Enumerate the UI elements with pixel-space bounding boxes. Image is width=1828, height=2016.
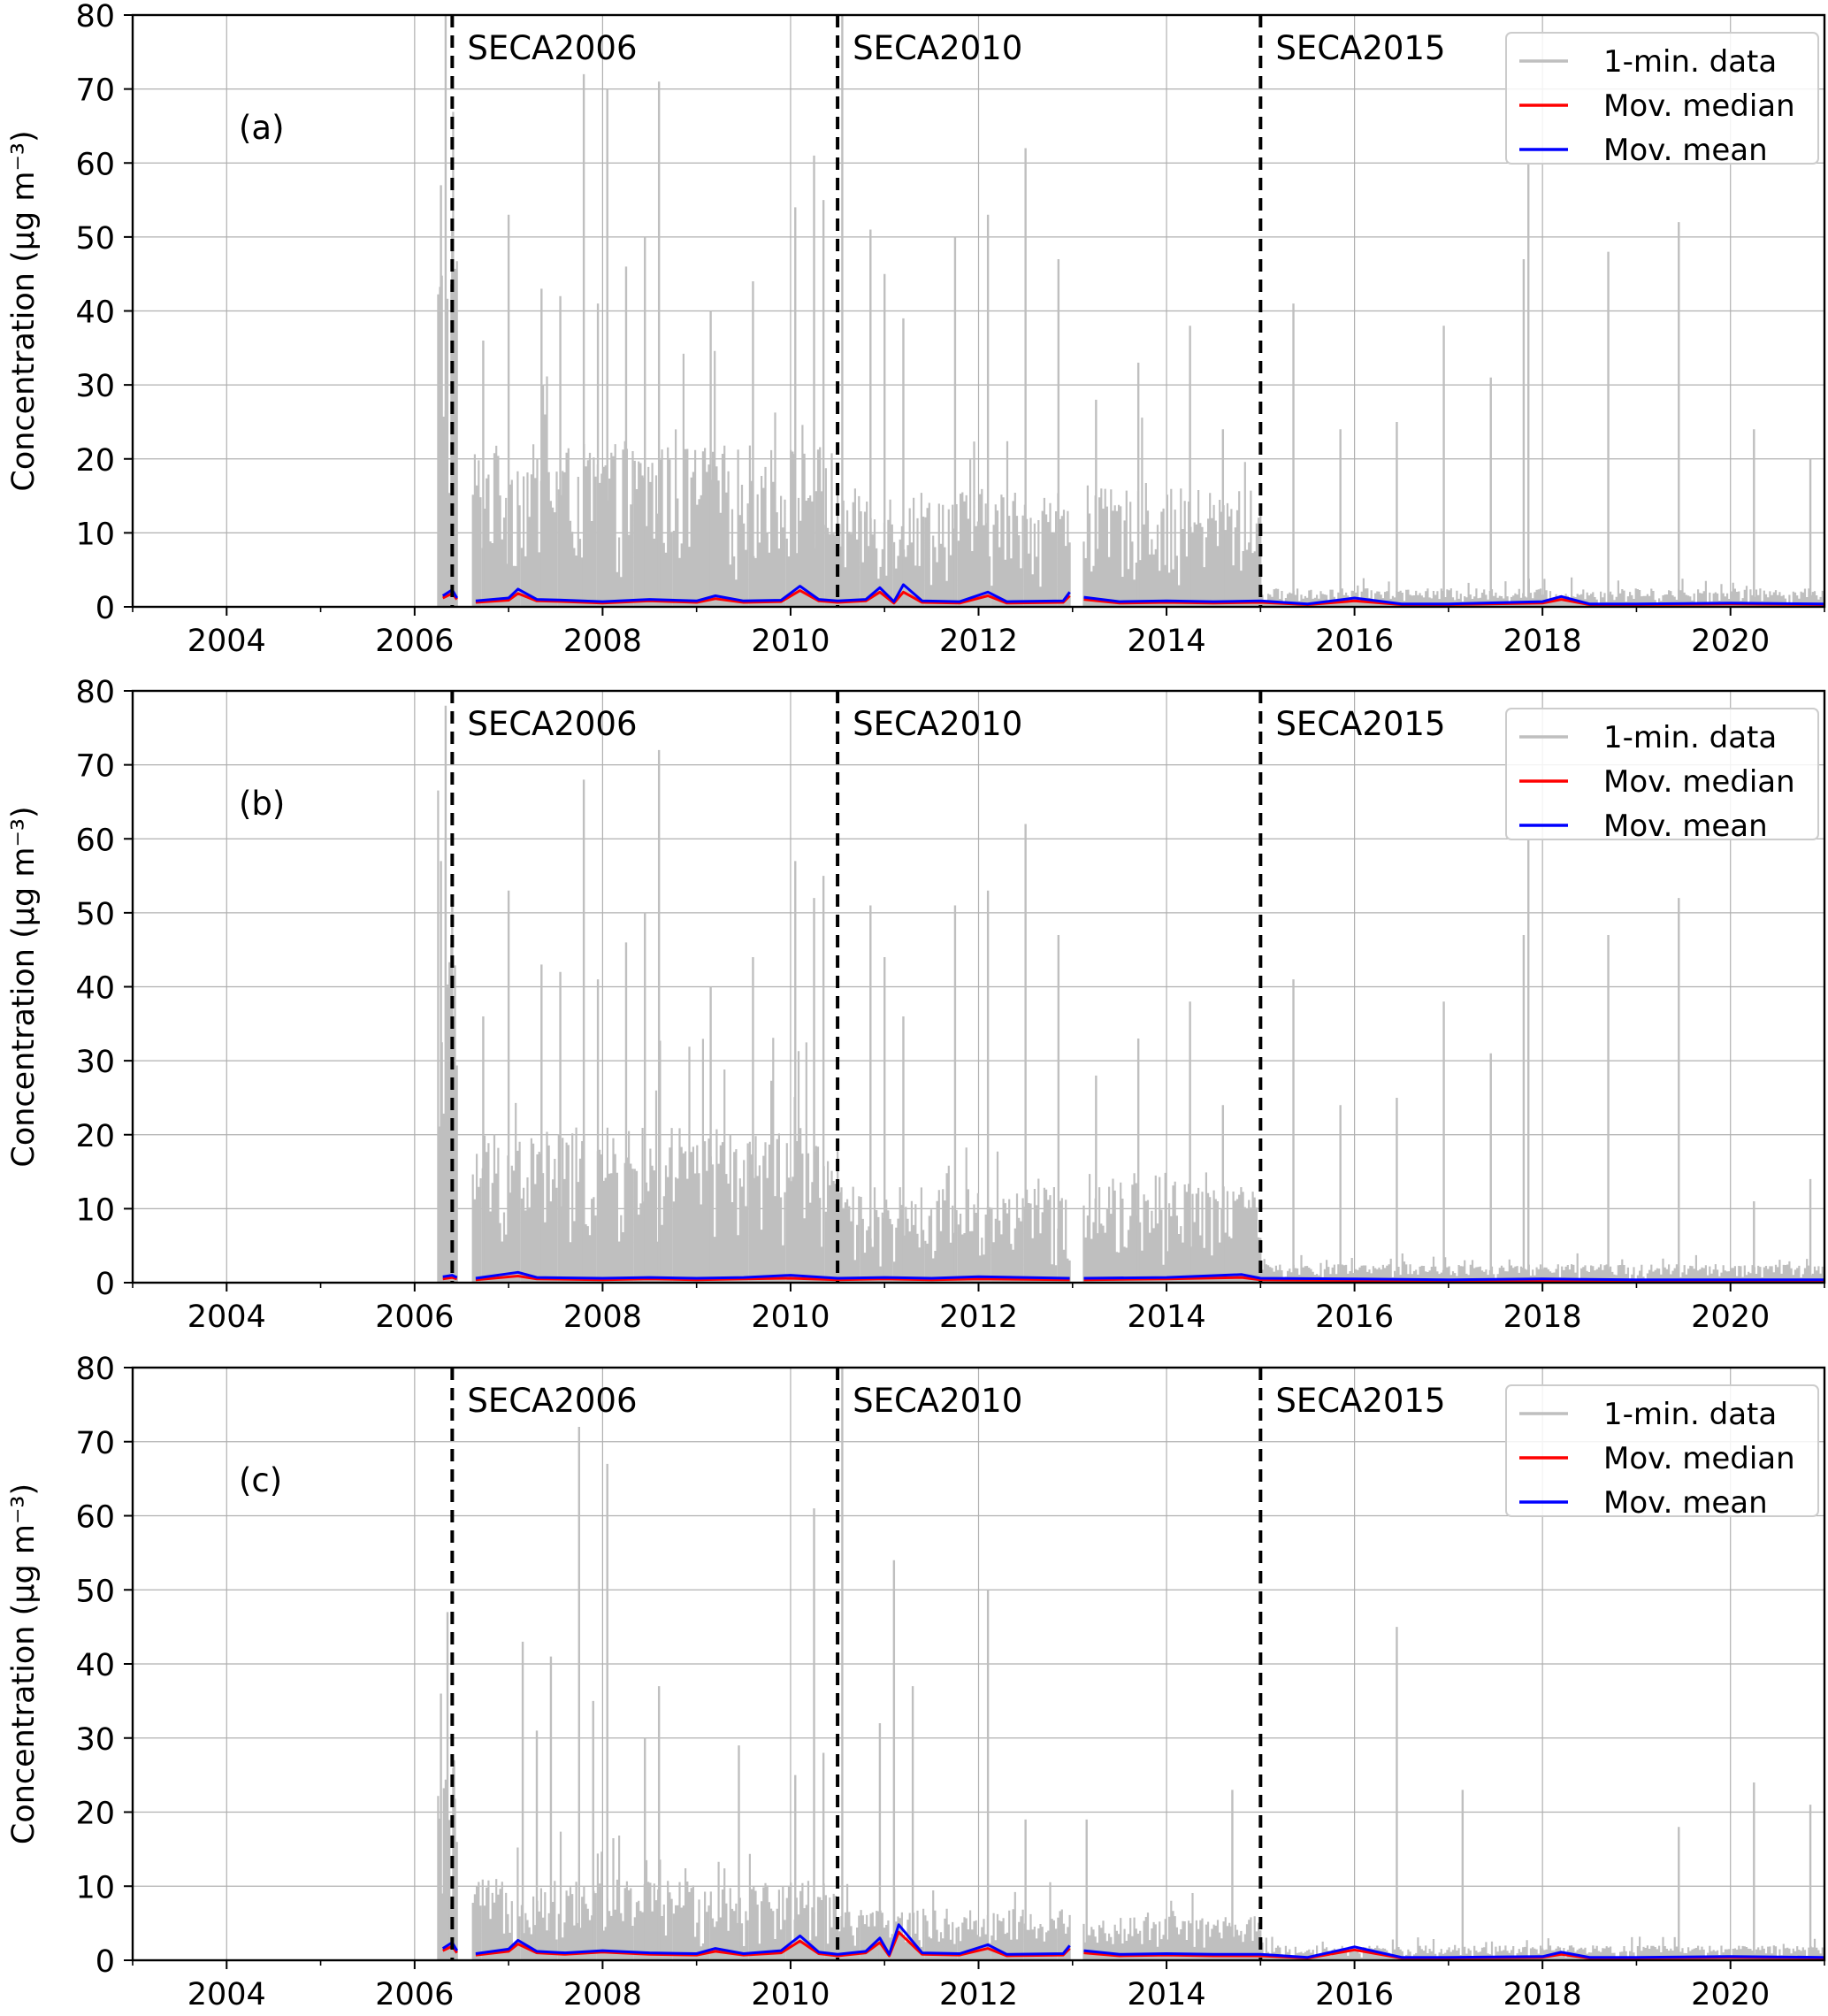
- x-tick-label: 2008: [563, 1977, 642, 2012]
- legend: 1-min. data Mov. median Mov. mean: [1505, 1384, 1819, 1521]
- y-tick-label: 60: [75, 147, 115, 182]
- y-axis-label: Concentration (μg m⁻³): [6, 1483, 42, 1844]
- raw-data-band: [837, 1147, 1071, 1283]
- raw-data-band: [471, 1038, 839, 1283]
- y-tick-label: 30: [75, 369, 115, 404]
- seca-annotation: SECA2010: [853, 705, 1022, 743]
- y-tick-label: 0: [96, 1267, 115, 1302]
- y-tick-label: 50: [75, 1574, 115, 1609]
- legend-entry: Mov. median: [1603, 1441, 1795, 1476]
- legend-entry: Mov. median: [1603, 88, 1795, 124]
- raw-data-band: [471, 350, 839, 607]
- x-tick-label: 2016: [1315, 1299, 1394, 1335]
- x-tick-label: 2016: [1315, 624, 1394, 659]
- y-tick-label: 70: [75, 1426, 115, 1461]
- x-tick-label: 2012: [939, 1977, 1018, 2012]
- x-tick-label: 2004: [187, 1299, 266, 1335]
- mov-mean-line: [442, 1270, 1824, 1282]
- legend: 1-min. data Mov. median Mov. mean: [1505, 708, 1819, 844]
- legend-entry: Mov. mean: [1603, 809, 1768, 844]
- panel-label: (a): [239, 109, 285, 147]
- y-tick-label: 50: [75, 221, 115, 257]
- raw-data-band: [837, 441, 1071, 607]
- x-tick-label: 2004: [187, 624, 266, 659]
- legend-entry: 1-min. data: [1603, 720, 1777, 755]
- y-tick-label: 70: [75, 73, 115, 109]
- x-tick-label: 2018: [1503, 624, 1582, 659]
- x-tick-label: 2012: [939, 1299, 1018, 1335]
- y-tick-label: 20: [75, 1797, 115, 1832]
- legend-entry: Mov. median: [1603, 764, 1795, 800]
- legend-entry: 1-min. data: [1603, 44, 1777, 80]
- chart-panel-c: SECA2006 SECA2010 SECA2015 (c) 0 10 20 30 40 50 60…: [6, 1352, 1826, 2012]
- x-tick-label: 2020: [1691, 624, 1770, 659]
- seca-annotation: SECA2010: [853, 29, 1022, 67]
- x-tick-label: 2018: [1503, 1299, 1582, 1335]
- x-tick-label: 2010: [751, 1299, 830, 1335]
- x-tick-label: 2010: [751, 624, 830, 659]
- raw-data-band: [471, 1831, 839, 1960]
- chart-panel-a: SECA2006 SECA2010 SECA2015 (a) 0 10 20 30 40 50 60…: [6, 0, 1826, 659]
- x-tick-label: 2012: [939, 624, 1018, 659]
- x-tick-label: 2014: [1128, 624, 1206, 659]
- legend: 1-min. data Mov. median Mov. mean: [1505, 32, 1819, 168]
- y-tick-label: 0: [96, 591, 115, 626]
- legend-box: [1505, 708, 1819, 840]
- seca-annotation: SECA2006: [467, 705, 637, 743]
- seca-annotation: SECA2015: [1275, 705, 1445, 743]
- seca-annotation: SECA2006: [467, 29, 637, 67]
- y-tick-label: 40: [75, 971, 115, 1007]
- y-tick-label: 30: [75, 1722, 115, 1758]
- y-tick-label: 10: [75, 1192, 115, 1228]
- x-tick-label: 2014: [1128, 1977, 1206, 2012]
- raw-data-band: [1082, 418, 1262, 607]
- chart-panel-b: SECA2006 SECA2010 SECA2015 (b) 0 10 20 30 40 50 60…: [6, 675, 1826, 1335]
- y-tick-label: 40: [75, 1648, 115, 1683]
- y-tick-label: 50: [75, 897, 115, 932]
- x-tick-label: 2018: [1503, 1977, 1582, 2012]
- y-tick-label: 60: [75, 1500, 115, 1536]
- seca-annotation: SECA2015: [1275, 1382, 1445, 1420]
- x-tick-label: 2020: [1691, 1299, 1770, 1335]
- y-tick-label: 60: [75, 823, 115, 858]
- x-tick-label: 2016: [1315, 1977, 1394, 2012]
- x-tick-label: 2014: [1128, 1299, 1206, 1335]
- x-tick-label: 2006: [375, 624, 454, 659]
- legend-box: [1505, 32, 1819, 165]
- x-tick-label: 2010: [751, 1977, 830, 2012]
- legend-entry: 1-min. data: [1603, 1397, 1777, 1432]
- y-tick-label: 20: [75, 443, 115, 479]
- y-tick-label: 80: [75, 1352, 115, 1387]
- y-tick-label: 40: [75, 295, 115, 331]
- y-tick-label: 70: [75, 749, 115, 785]
- x-tick-label: 2006: [375, 1977, 454, 2012]
- x-tick-label: 2020: [1691, 1977, 1770, 2012]
- y-tick-label: 10: [75, 1870, 115, 1905]
- seca-annotation: SECA2010: [853, 1382, 1022, 1420]
- x-tick-label: 2006: [375, 1299, 454, 1335]
- raw-data-band: [1082, 1172, 1262, 1283]
- panel-label: (b): [239, 785, 285, 823]
- y-tick-label: 80: [75, 0, 115, 34]
- legend-entry: Mov. mean: [1603, 1485, 1768, 1521]
- legend-entry: Mov. mean: [1603, 133, 1768, 168]
- y-axis-label: Concentration (μg m⁻³): [6, 130, 42, 491]
- x-tick-label: 2008: [563, 1299, 642, 1335]
- y-tick-label: 20: [75, 1119, 115, 1154]
- y-tick-label: 10: [75, 517, 115, 552]
- x-tick-label: 2004: [187, 1977, 266, 2012]
- y-tick-label: 30: [75, 1045, 115, 1080]
- y-axis-label: Concentration (μg m⁻³): [6, 806, 42, 1167]
- y-tick-label: 80: [75, 675, 115, 710]
- seca-annotation: SECA2015: [1275, 29, 1445, 67]
- raw-data-band: [1082, 1893, 1262, 1960]
- panel-label: (c): [239, 1461, 282, 1499]
- x-tick-label: 2008: [563, 624, 642, 659]
- legend-box: [1505, 1384, 1819, 1517]
- seca-annotation: SECA2006: [467, 1382, 637, 1420]
- y-tick-label: 0: [96, 1944, 115, 1980]
